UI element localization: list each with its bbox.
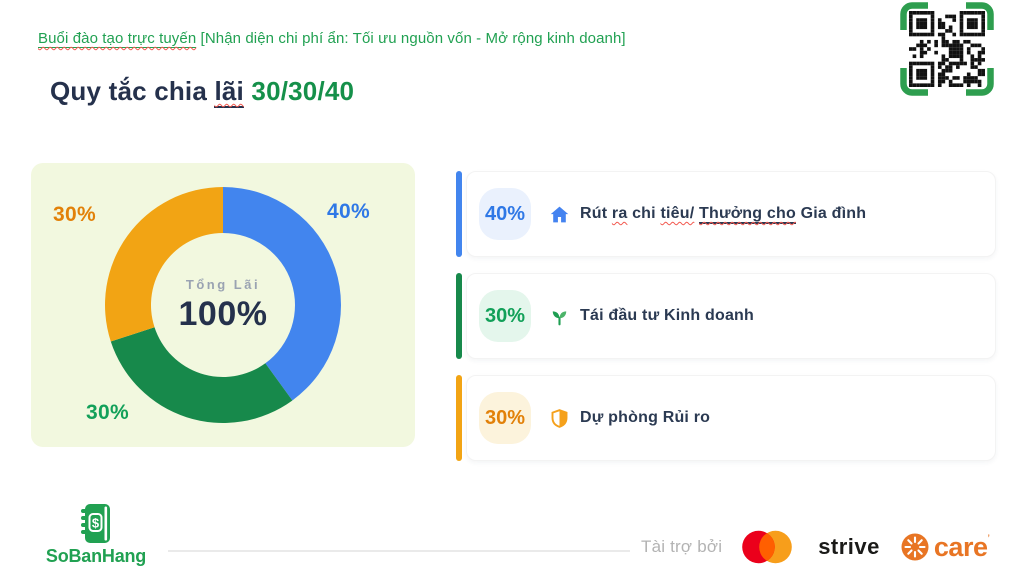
sobanhang-icon: $ bbox=[81, 504, 110, 543]
card-body: 30% Dự phòng Rủi ro bbox=[466, 375, 996, 461]
house-icon bbox=[549, 204, 570, 225]
donut-segment-orange bbox=[105, 187, 223, 342]
qr-corner-brackets bbox=[900, 2, 994, 96]
card-body: 40% Rút ra chi tiêu/ Thưởng cho Gia đình bbox=[466, 171, 996, 257]
card-percent: 30% bbox=[484, 304, 526, 327]
allocation-card: 40% Rút ra chi tiêu/ Thưởng cho Gia đình bbox=[456, 171, 996, 257]
dollar-icon: $ bbox=[92, 516, 100, 531]
title-prefix: Quy tắc chia bbox=[50, 76, 215, 106]
header-note: Buổi đào tạo trực tuyến [Nhận diện chi p… bbox=[38, 30, 626, 48]
donut-label-green: 30% bbox=[86, 401, 129, 424]
title-highlight: 30/30/40 bbox=[251, 76, 355, 106]
card-label: Rút ra chi tiêu/ Thưởng cho Gia đình bbox=[580, 205, 867, 224]
qr-modules bbox=[909, 11, 985, 87]
donut-center-value: 100% bbox=[178, 294, 268, 333]
donut-chart bbox=[105, 187, 341, 423]
mastercard-icon bbox=[742, 530, 792, 564]
card-percent-badge: 30% bbox=[479, 392, 531, 444]
donut-label-blue: 40% bbox=[327, 200, 370, 223]
qr-code bbox=[900, 2, 994, 96]
strive-logo: strive bbox=[818, 534, 880, 559]
card-percent: 40% bbox=[484, 202, 526, 225]
donut-label-orange: 30% bbox=[53, 203, 96, 226]
chart-card: Tổng Lãi 100% 40% 30% 30% bbox=[31, 163, 415, 447]
allocation-card: 30% Tái đầu tư Kinh doanh bbox=[456, 273, 996, 359]
header-rest: [Nhận diện chi phí ẩn: Tối ưu nguồn vốn … bbox=[196, 30, 626, 47]
donut-segment-blue bbox=[223, 187, 341, 401]
sponsors: Tài trợ bởi strive bbox=[641, 524, 990, 570]
care-sunburst-icon bbox=[901, 533, 929, 561]
seedling-icon bbox=[549, 306, 570, 327]
card-body: 30% Tái đầu tư Kinh doanh bbox=[466, 273, 996, 359]
donut-center: Tổng Lãi 100% bbox=[105, 187, 341, 423]
care-text: care bbox=[933, 531, 988, 562]
care-trademark: ’ bbox=[987, 533, 990, 545]
shield-icon bbox=[549, 408, 570, 429]
allocation-cards: 40% Rút ra chi tiêu/ Thưởng cho Gia đình… bbox=[456, 171, 996, 477]
sobanhang-logo: $ SoBanHang bbox=[46, 503, 146, 567]
card-label: Dự phòng Rủi ro bbox=[580, 409, 711, 426]
card-label: Tái đầu tư Kinh doanh bbox=[580, 307, 754, 324]
sponsored-by-label: Tài trợ bởi bbox=[641, 537, 723, 556]
donut-center-label: Tổng Lãi bbox=[185, 276, 261, 292]
card-accent-bar bbox=[456, 375, 462, 461]
care-logo: care ’ bbox=[900, 532, 990, 563]
card-percent-badge: 30% bbox=[479, 290, 531, 342]
allocation-card: 30% Dự phòng Rủi ro bbox=[456, 375, 996, 461]
card-accent-bar bbox=[456, 273, 462, 359]
footer-divider bbox=[168, 550, 630, 552]
brand-name: SoBanHang bbox=[45, 546, 147, 566]
page-title: Quy tắc chia lãi 30/30/40 bbox=[50, 76, 355, 108]
card-accent-bar bbox=[456, 171, 462, 257]
donut-segment-green bbox=[110, 327, 293, 423]
header-link[interactable]: Buổi đào tạo trực tuyến bbox=[38, 30, 197, 48]
card-percent-badge: 40% bbox=[479, 188, 531, 240]
title-underlined-word: lãi bbox=[214, 76, 244, 108]
card-percent: 30% bbox=[484, 406, 526, 429]
